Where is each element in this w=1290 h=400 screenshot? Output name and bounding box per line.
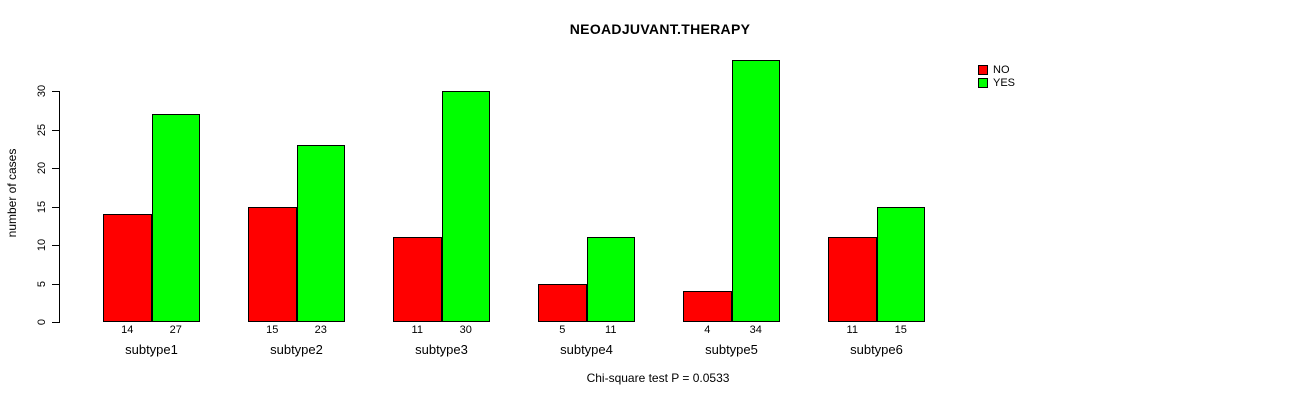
bar-value-label: 4 <box>704 324 711 336</box>
y-axis-line <box>59 91 60 323</box>
bar-value-label: 11 <box>605 324 617 336</box>
bar-value-label: 11 <box>411 324 423 336</box>
bar-value-label: 14 <box>121 324 134 336</box>
bar-yes-subtype5 <box>731 60 780 322</box>
bar-value-label: 15 <box>894 324 907 336</box>
bar-no-subtype1 <box>103 214 152 322</box>
category-label-subtype2: subtype2 <box>270 342 323 357</box>
bar-no-subtype2 <box>248 206 297 322</box>
y-axis-tick-label: 5 <box>36 280 48 287</box>
y-axis-tick-label: 15 <box>36 200 48 213</box>
y-axis-tick <box>52 91 59 92</box>
legend-item-no: NO <box>978 64 1015 76</box>
y-axis-tick-label: 30 <box>36 84 48 98</box>
y-axis-tick <box>52 168 59 169</box>
y-axis-label: number of cases <box>5 148 19 238</box>
category-label-subtype6: subtype6 <box>850 342 903 357</box>
legend: NO YES <box>978 64 1015 90</box>
y-axis-tick <box>52 206 59 208</box>
legend-label: NO <box>993 64 1010 76</box>
category-label-subtype4: subtype4 <box>560 342 613 357</box>
bar-value-label: 15 <box>266 324 279 336</box>
bar-value-label: 34 <box>749 324 762 336</box>
bar-no-subtype4 <box>538 283 587 322</box>
y-axis-tick <box>52 283 59 285</box>
legend-item-yes: YES <box>978 77 1015 89</box>
y-axis-tick-label: 10 <box>36 238 48 252</box>
legend-label: YES <box>993 77 1016 89</box>
bar-yes-subtype6 <box>876 206 925 322</box>
legend-swatch-yes <box>978 78 988 88</box>
category-label-subtype1: subtype1 <box>125 342 178 357</box>
y-axis-tick-label: 20 <box>36 161 48 175</box>
y-axis-tick-label: 0 <box>36 318 48 326</box>
bar-yes-subtype3 <box>441 91 490 322</box>
bar-value-label: 30 <box>459 324 472 336</box>
chart-title: NEOADJUVANT.THERAPY <box>569 21 751 37</box>
bar-no-subtype6 <box>828 237 877 322</box>
y-axis-tick <box>52 322 59 323</box>
bar-yes-subtype1 <box>151 114 200 322</box>
category-label-subtype5: subtype5 <box>705 342 758 357</box>
y-axis-tick <box>52 129 59 131</box>
category-label-subtype3: subtype3 <box>415 342 468 357</box>
bar-no-subtype5 <box>683 291 732 322</box>
bar-yes-subtype4 <box>586 237 635 322</box>
bar-no-subtype3 <box>393 237 442 322</box>
bar-yes-subtype2 <box>296 144 345 322</box>
legend-swatch-no <box>978 65 988 75</box>
y-axis-tick <box>52 245 59 246</box>
y-axis-tick-label: 25 <box>36 123 48 136</box>
bar-value-label: 23 <box>314 324 327 336</box>
bar-value-label: 11 <box>846 324 858 336</box>
chart-footer: Chi-square test P = 0.0533 <box>586 371 730 385</box>
bar-value-label: 27 <box>169 324 182 336</box>
bar-value-label: 5 <box>559 324 566 336</box>
